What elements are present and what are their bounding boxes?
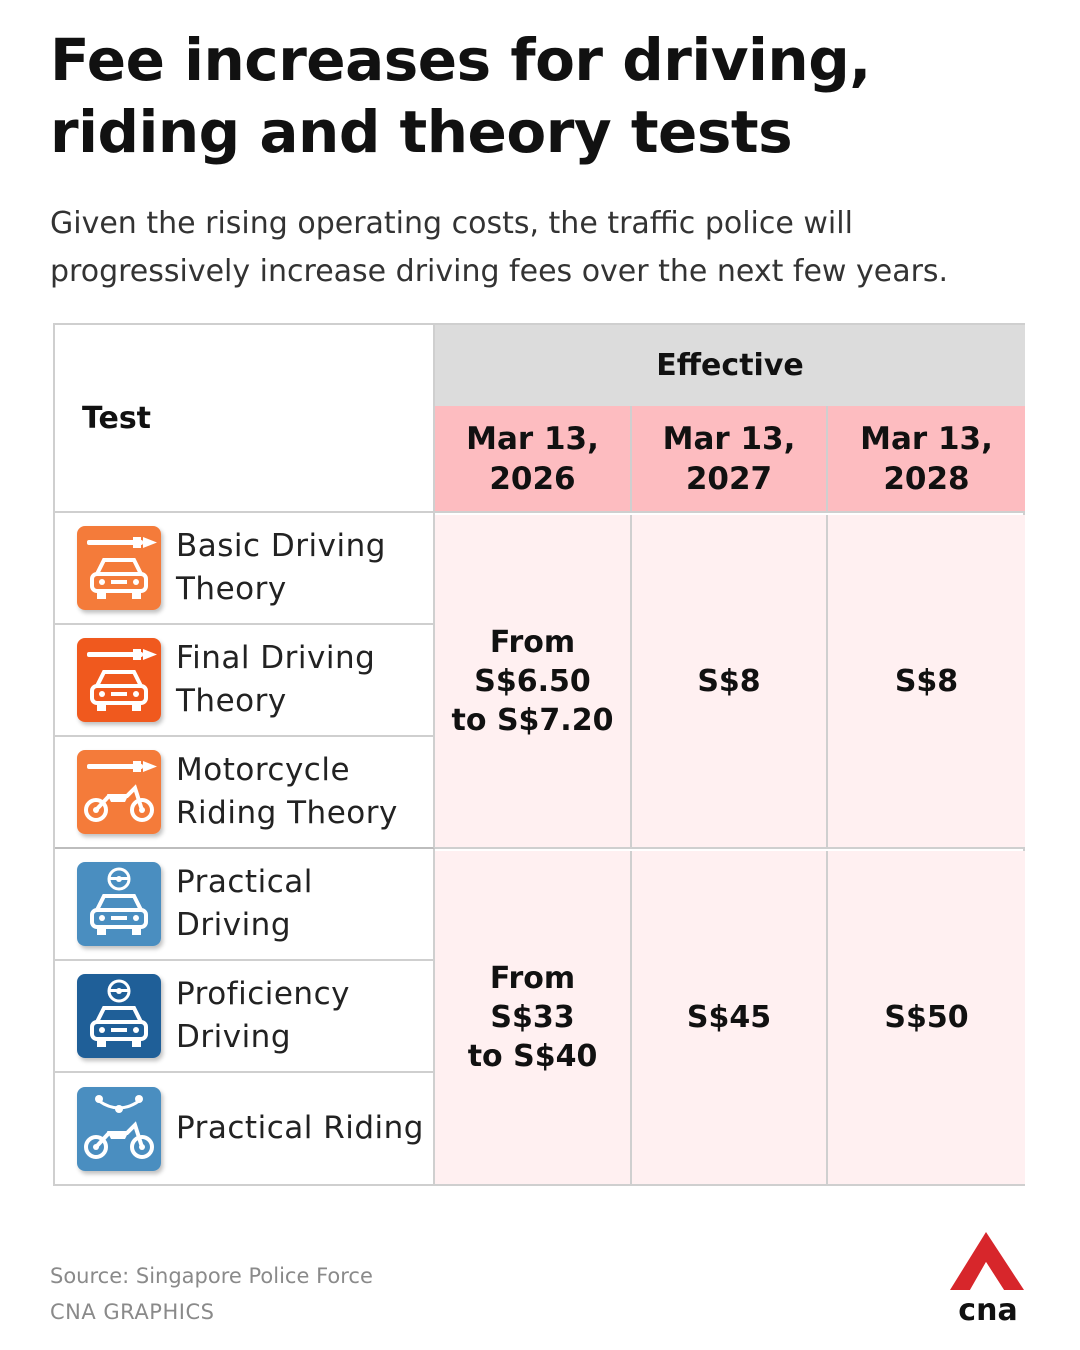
practical-fee-2026: From S$33 to S$40: [435, 851, 632, 1184]
row-label: Motorcycle Riding Theory: [176, 752, 398, 831]
cna-logo-text: cna: [958, 1293, 1017, 1324]
theory-fee-2026: From S$6.50 to S$7.20: [435, 515, 632, 849]
table-row-basic-driving-theory: Basic Driving Theory: [55, 513, 435, 625]
row-label: Final Driving Theory: [176, 640, 376, 719]
table-row-proficiency-driving: Proficiency Driving: [55, 961, 435, 1073]
row-label: Proficiency Driving: [176, 976, 350, 1055]
date-header-2026: Mar 13, 2026: [435, 406, 632, 513]
test-column-header: Test: [55, 325, 435, 513]
row-label: Practical Riding: [176, 1110, 424, 1146]
cna-logo: cna: [948, 1232, 1028, 1328]
car-theory-icon: [77, 638, 161, 722]
motorcycle-handlebar-icon: [77, 1086, 161, 1171]
practical-fee-2027: S$45: [632, 851, 828, 1184]
graphics-credit: CNA GRAPHICS: [50, 1300, 215, 1324]
page-subtitle: Given the rising operating costs, the tr…: [50, 206, 949, 289]
practical-fee-2028: S$50: [828, 851, 1025, 1184]
source-note: Source: Singapore Police Force: [50, 1264, 373, 1288]
car-theory-icon: [77, 526, 161, 610]
table-row-practical-driving: Practical Driving: [55, 849, 435, 961]
table-row-final-driving-theory: Final Driving Theory: [55, 625, 435, 737]
car-steering-icon: [77, 862, 161, 946]
effective-header: Effective: [435, 325, 1025, 406]
theory-fee-2028: S$8: [828, 515, 1025, 849]
table-row-practical-riding: Practical Riding: [55, 1073, 435, 1184]
table-row-motorcycle-riding-theory: Motorcycle Riding Theory: [55, 737, 435, 849]
motorcycle-theory-icon: [77, 750, 161, 834]
row-label: Basic Driving Theory: [176, 528, 386, 607]
date-header-2028: Mar 13, 2028: [828, 406, 1025, 513]
date-header-2027: Mar 13, 2027: [632, 406, 828, 513]
theory-fee-2027: S$8: [632, 515, 828, 849]
car-steering-icon: [77, 974, 161, 1058]
fee-table: Test Effective Mar 13, 2026 Mar 13, 2027…: [53, 323, 1025, 1186]
row-label: Practical Driving: [176, 864, 313, 943]
page-title: Fee increases for driving, riding and th…: [50, 26, 871, 166]
